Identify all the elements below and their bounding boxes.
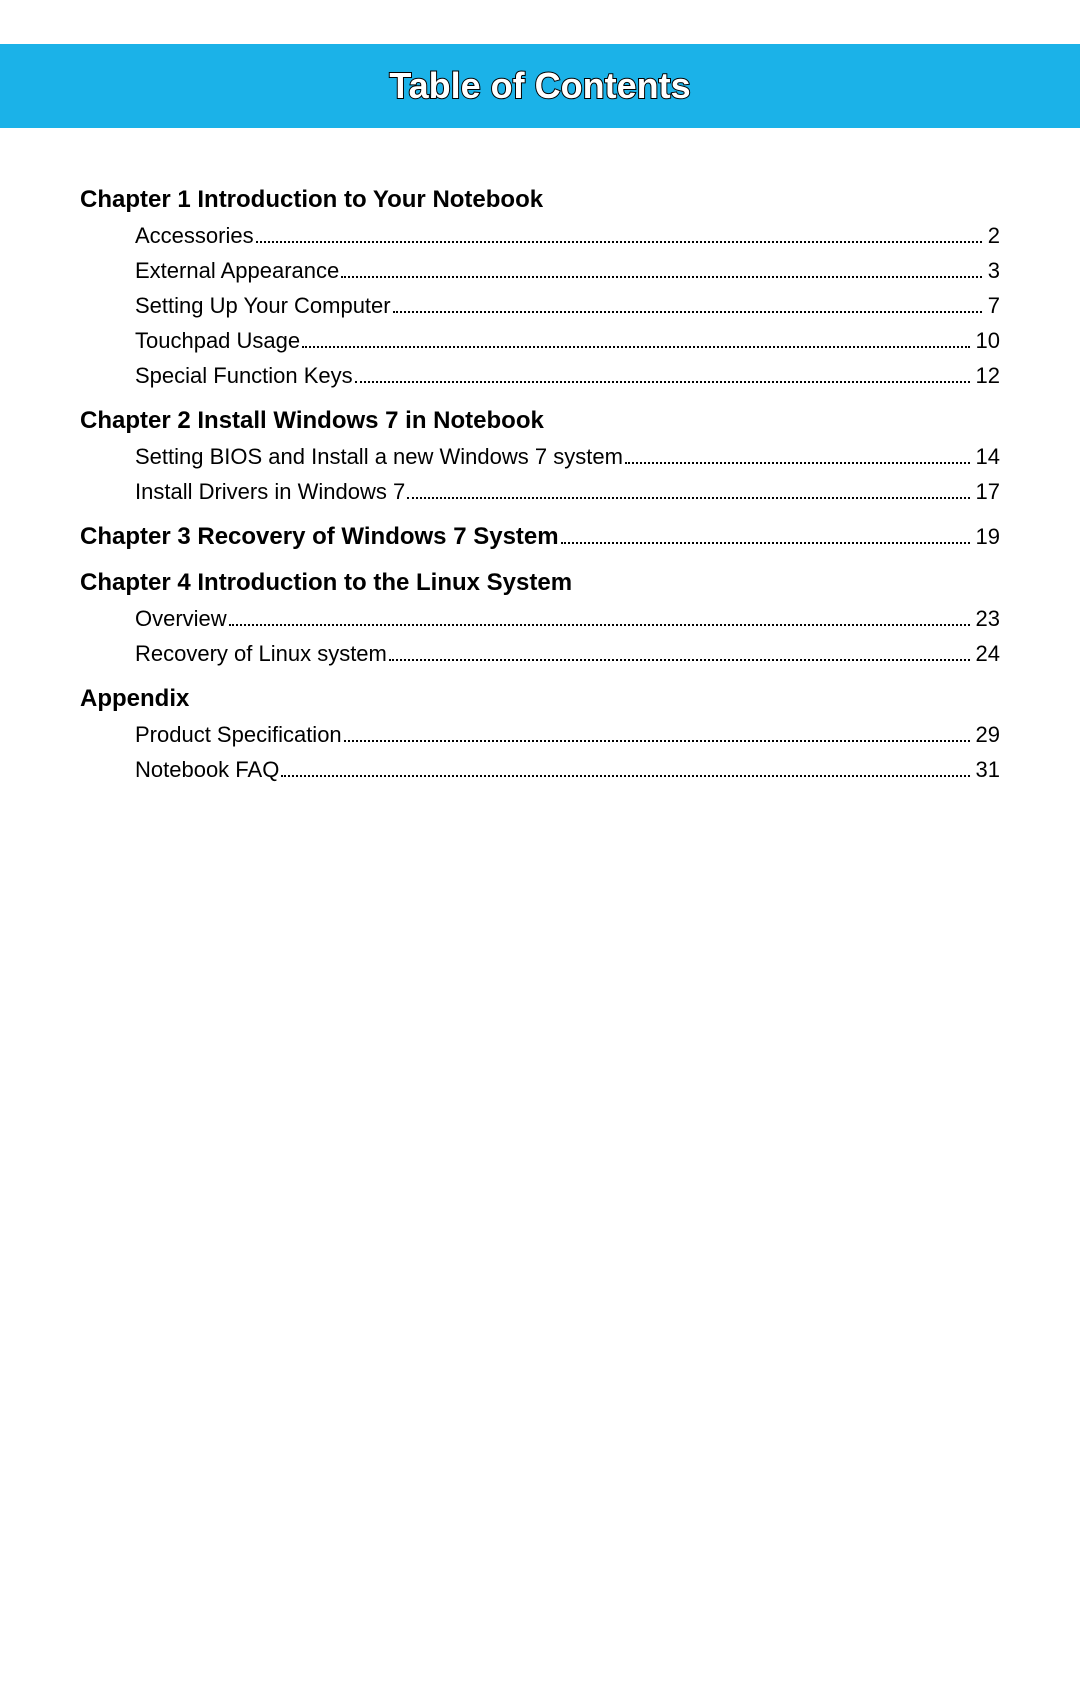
toc-entry-label: Touchpad Usage bbox=[135, 328, 300, 354]
chapter-title: Appendix bbox=[80, 685, 189, 713]
toc-entry-label: Accessories bbox=[135, 223, 254, 249]
toc-entry-label: Install Drivers in Windows 7 bbox=[135, 479, 405, 505]
toc-content: Chapter 1 Introduction to Your Notebook A… bbox=[0, 128, 1080, 783]
leader-dots bbox=[625, 462, 970, 464]
toc-entry-page-number: 7 bbox=[988, 293, 1000, 319]
leader-dots bbox=[344, 740, 970, 742]
leader-dots bbox=[407, 497, 969, 499]
toc-entry-page-number: 31 bbox=[976, 757, 1000, 783]
chapter-heading: Chapter 4 Introduction to the Linux Syst… bbox=[80, 569, 1000, 597]
leader-dots bbox=[302, 346, 969, 348]
leader-dots bbox=[393, 311, 982, 313]
toc-entry: Special Function Keys 12 bbox=[135, 363, 1000, 389]
toc-chapter: Chapter 4 Introduction to the Linux Syst… bbox=[80, 569, 1000, 667]
toc-entry-page-number: 2 bbox=[988, 223, 1000, 249]
toc-entry: Touchpad Usage 10 bbox=[135, 328, 1000, 354]
chapter-page-number: 19 bbox=[976, 524, 1000, 550]
chapter-items: Overview 23 Recovery of Linux system 24 bbox=[80, 606, 1000, 667]
toc-entry-page-number: 14 bbox=[976, 444, 1000, 470]
leader-dots bbox=[229, 624, 970, 626]
chapter-title: Chapter 4 Introduction to the Linux Syst… bbox=[80, 569, 572, 597]
toc-entry: Recovery of Linux system 24 bbox=[135, 641, 1000, 667]
chapter-heading: Appendix bbox=[80, 685, 1000, 713]
leader-dots bbox=[341, 276, 981, 278]
chapter-title: Chapter 1 Introduction to Your Notebook bbox=[80, 186, 543, 214]
leader-dots bbox=[389, 659, 970, 661]
toc-entry-page-number: 24 bbox=[976, 641, 1000, 667]
page-title: Table of Contents bbox=[389, 65, 690, 107]
chapter-heading: Chapter 2 Install Windows 7 in Notebook bbox=[80, 407, 1000, 435]
toc-entry-page-number: 3 bbox=[988, 258, 1000, 284]
leader-dots bbox=[561, 542, 970, 544]
toc-entry-page-number: 29 bbox=[976, 722, 1000, 748]
toc-entry-label: Recovery of Linux system bbox=[135, 641, 387, 667]
toc-entry: Install Drivers in Windows 7 17 bbox=[135, 479, 1000, 505]
header-band: Table of Contents bbox=[0, 44, 1080, 128]
leader-dots bbox=[355, 381, 970, 383]
toc-entry-label: Notebook FAQ bbox=[135, 757, 279, 783]
chapter-heading: Chapter 3 Recovery of Windows 7 System 19 bbox=[80, 523, 1000, 551]
toc-entry-page-number: 23 bbox=[976, 606, 1000, 632]
toc-chapter: Chapter 2 Install Windows 7 in Notebook S… bbox=[80, 407, 1000, 505]
toc-entry-label: Special Function Keys bbox=[135, 363, 353, 389]
toc-entry: External Appearance 3 bbox=[135, 258, 1000, 284]
toc-chapter: Chapter 3 Recovery of Windows 7 System 19 bbox=[80, 523, 1000, 551]
toc-entry: Notebook FAQ 31 bbox=[135, 757, 1000, 783]
toc-entry-label: Setting BIOS and Install a new Windows 7… bbox=[135, 444, 623, 470]
toc-entry: Accessories 2 bbox=[135, 223, 1000, 249]
toc-entry-page-number: 10 bbox=[976, 328, 1000, 354]
toc-chapter: Appendix Product Specification 29 Notebook … bbox=[80, 685, 1000, 783]
chapter-items: Product Specification 29 Notebook FAQ 31 bbox=[80, 722, 1000, 783]
toc-entry: Product Specification 29 bbox=[135, 722, 1000, 748]
leader-dots bbox=[281, 775, 969, 777]
toc-entry-page-number: 12 bbox=[976, 363, 1000, 389]
toc-entry-label: External Appearance bbox=[135, 258, 339, 284]
toc-entry-label: Setting Up Your Computer bbox=[135, 293, 391, 319]
chapter-title: Chapter 3 Recovery of Windows 7 System bbox=[80, 523, 559, 551]
toc-entry-label: Product Specification bbox=[135, 722, 342, 748]
toc-entry-label: Overview bbox=[135, 606, 227, 632]
toc-chapter: Chapter 1 Introduction to Your Notebook A… bbox=[80, 186, 1000, 389]
toc-entry: Setting BIOS and Install a new Windows 7… bbox=[135, 444, 1000, 470]
toc-entry: Overview 23 bbox=[135, 606, 1000, 632]
leader-dots bbox=[256, 241, 982, 243]
toc-entry: Setting Up Your Computer 7 bbox=[135, 293, 1000, 319]
chapter-items: Accessories 2 External Appearance 3 Setting … bbox=[80, 223, 1000, 389]
chapter-heading: Chapter 1 Introduction to Your Notebook bbox=[80, 186, 1000, 214]
chapter-title: Chapter 2 Install Windows 7 in Notebook bbox=[80, 407, 544, 435]
toc-entry-page-number: 17 bbox=[976, 479, 1000, 505]
chapter-items: Setting BIOS and Install a new Windows 7… bbox=[80, 444, 1000, 505]
